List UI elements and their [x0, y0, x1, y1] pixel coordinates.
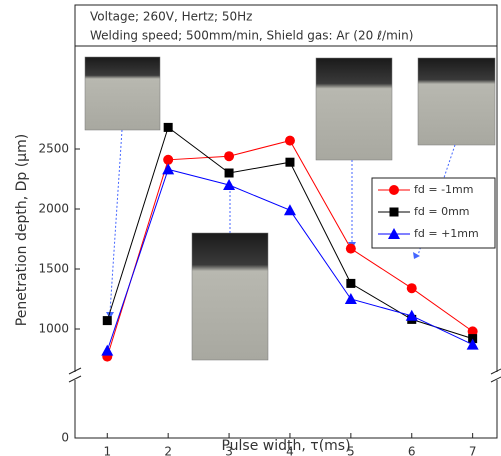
- marker: [224, 168, 234, 178]
- y-tick-label: 2500: [38, 142, 69, 156]
- plot-frame: [74, 4, 498, 439]
- x-tick-label: 6: [408, 445, 416, 456]
- legend-marker: [389, 207, 399, 217]
- marker: [283, 204, 296, 216]
- marker: [406, 283, 417, 294]
- photos: [84, 56, 496, 361]
- marker: [162, 163, 175, 175]
- marker: [345, 243, 356, 254]
- y-tick-label: 2000: [38, 202, 69, 216]
- marker: [285, 157, 295, 167]
- marker: [344, 293, 357, 304]
- axis-break-gap: [493, 372, 501, 380]
- marker: [467, 326, 478, 337]
- marker: [405, 309, 418, 321]
- y-tick-label: 1500: [38, 262, 69, 276]
- axis-break-gap: [71, 372, 79, 380]
- axis-break: [68, 375, 82, 383]
- x-tick-label: 1: [103, 445, 111, 456]
- series-line: [106, 140, 473, 357]
- header-line: Voltage; 260V, Hertz; 50Hz: [90, 10, 252, 24]
- marker: [466, 338, 479, 350]
- axis-break: [490, 376, 501, 383]
- legend-marker: [389, 185, 399, 195]
- axis-break: [68, 367, 82, 375]
- x-tick-label: 3: [225, 445, 233, 456]
- x-tick-label: 4: [286, 445, 294, 456]
- marker: [284, 135, 295, 146]
- marker: [102, 316, 112, 326]
- legend-label: fd = -1mm: [414, 183, 473, 196]
- x-axis-label: Pulse width, τ(ms): [221, 438, 350, 454]
- marker: [224, 151, 235, 162]
- legend-label: fd = 0mm: [414, 205, 470, 218]
- x-tick-label: 2: [164, 445, 172, 456]
- x-tick-label: 5: [347, 445, 355, 456]
- y-tick-label: 0: [61, 431, 69, 445]
- y-tick-label: 1000: [38, 322, 69, 336]
- marker: [163, 154, 174, 165]
- marker: [468, 334, 478, 344]
- y-axis-label: Penetration depth, Dp (μm): [14, 134, 30, 326]
- axis-break: [490, 368, 501, 375]
- x-tick-label: 7: [469, 445, 477, 456]
- legend-label: fd = +1mm: [414, 227, 479, 240]
- marker: [346, 278, 356, 288]
- header-line: Welding speed; 500mm/min, Shield gas: Ar…: [90, 29, 413, 43]
- marker: [163, 122, 173, 132]
- marker: [223, 179, 236, 190]
- legend-marker: [388, 228, 400, 239]
- marker: [101, 344, 114, 356]
